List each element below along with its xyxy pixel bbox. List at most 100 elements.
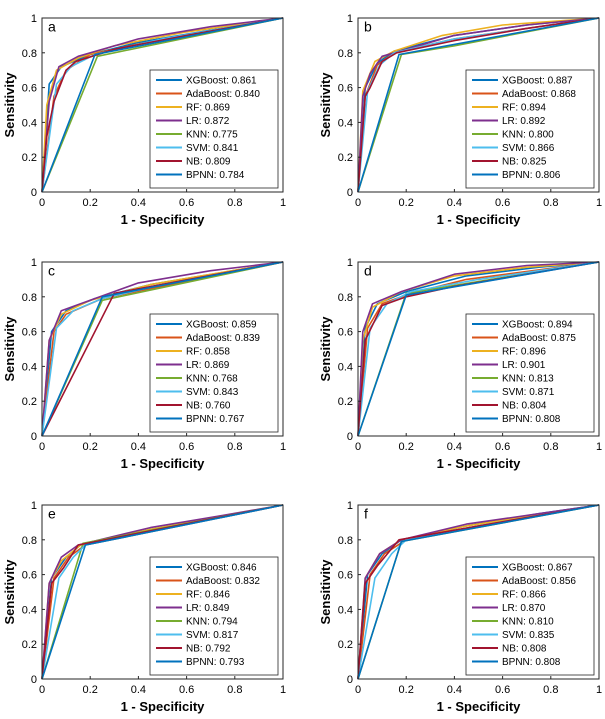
x-tick-label: 0.2 [83, 684, 98, 696]
y-tick-label: 0 [31, 674, 37, 686]
panel-letter: c [48, 262, 55, 278]
x-tick-label: 1 [280, 441, 286, 453]
roc-panel-e: e 0 0.2 0.4 0.6 0.8 1 0 0.2 0.4 0.6 0.8 1 1 - Specifi… [2, 500, 286, 714]
y-axis-label: Sensitivity [2, 316, 17, 382]
x-tick-label: 0 [355, 441, 361, 453]
roc-line-bpnn [41, 17, 284, 193]
roc-line-bpnn [41, 261, 284, 437]
legend-entry-knn: KNN: 0.775 [186, 130, 238, 141]
plot-frame [41, 261, 284, 437]
panel-letter: b [364, 18, 372, 34]
x-axis-label: 1 - Specificity [121, 699, 206, 714]
y-tick-label: 1 [31, 257, 37, 269]
x-tick-label: 0.6 [495, 441, 510, 453]
legend-entry-knn: KNN: 0.810 [502, 617, 554, 628]
y-tick-label: 0.6 [22, 327, 37, 339]
legend: XGBoost: 0.867 AdaBoost: 0.856 RF: 0.866 LR… [465, 556, 595, 676]
legend-entry-rf: RF: 0.894 [502, 103, 546, 114]
y-tick-label: 0.8 [338, 48, 353, 60]
roc-panel-d: d 0 0.2 0.4 0.6 0.8 1 0 0.2 0.4 0.6 0.8 1 1 - Specifi… [318, 257, 602, 471]
legend-entry-knn: KNN: 0.794 [186, 617, 238, 628]
y-tick-label: 0.2 [338, 396, 353, 408]
roc-panel-a: a 0 0.2 0.4 0.6 0.8 1 0 0.2 0.4 0.6 0.8 1 1 - Specifi… [2, 13, 286, 227]
y-tick-label: 0 [347, 674, 353, 686]
x-tick-label: 0.8 [227, 197, 242, 209]
plot-frame [357, 261, 600, 437]
legend-entry-knn: KNN: 0.768 [186, 374, 238, 385]
roc-line-lr [41, 261, 284, 437]
legend-entry-xgboost: XGBoost: 0.861 [186, 76, 257, 87]
x-tick-label: 0.4 [447, 441, 462, 453]
legend-box [149, 69, 279, 189]
legend-entry-bpnn: BPNN: 0.806 [502, 170, 561, 181]
roc-line-nb [41, 17, 284, 193]
legend-entry-knn: KNN: 0.800 [502, 130, 554, 141]
x-tick-label: 0.8 [543, 197, 558, 209]
legend-entry-rf: RF: 0.858 [186, 347, 230, 358]
legend-entry-adaboost: AdaBoost: 0.868 [502, 89, 576, 100]
legend-entry-lr: LR: 0.869 [186, 360, 230, 371]
legend-entry-lr: LR: 0.892 [502, 116, 546, 127]
y-tick-label: 0.8 [22, 535, 37, 547]
legend-entry-adaboost: AdaBoost: 0.875 [502, 333, 576, 344]
x-tick-label: 0.4 [131, 197, 146, 209]
y-tick-label: 0.6 [338, 570, 353, 582]
y-axis-label: Sensitivity [318, 316, 333, 382]
legend: XGBoost: 0.859 AdaBoost: 0.839 RF: 0.858 LR… [149, 313, 279, 433]
x-tick-label: 0.6 [179, 441, 194, 453]
roc-line-lr [357, 17, 600, 193]
plot-frame [41, 504, 284, 680]
legend-entry-xgboost: XGBoost: 0.887 [502, 76, 573, 87]
roc-line-bpnn [357, 504, 600, 680]
legend-entry-adaboost: AdaBoost: 0.856 [502, 576, 576, 587]
y-tick-label: 1 [31, 13, 37, 25]
y-tick-label: 0.2 [22, 639, 37, 651]
legend-entry-xgboost: XGBoost: 0.867 [502, 563, 573, 574]
x-tick-label: 0.4 [447, 197, 462, 209]
x-tick-label: 0.6 [495, 197, 510, 209]
legend-entry-nb: NB: 0.825 [502, 157, 547, 168]
legend-entry-rf: RF: 0.896 [502, 347, 546, 358]
plot-frame [41, 17, 284, 193]
legend-entry-nb: NB: 0.808 [502, 644, 547, 655]
legend: XGBoost: 0.846 AdaBoost: 0.832 RF: 0.846 LR… [149, 556, 279, 676]
roc-line-rf [357, 17, 600, 193]
panel-letter: f [364, 505, 368, 521]
roc-panel-c: c 0 0.2 0.4 0.6 0.8 1 0 0.2 0.4 0.6 0.8 1 1 - Specifi… [2, 257, 286, 471]
x-tick-label: 0.8 [543, 684, 558, 696]
y-tick-label: 0.4 [22, 604, 37, 616]
legend-entry-bpnn: BPNN: 0.784 [186, 170, 245, 181]
y-tick-label: 0.4 [22, 117, 37, 129]
x-tick-label: 0.6 [179, 197, 194, 209]
x-axis-label: 1 - Specificity [437, 212, 522, 227]
roc-line-nb [357, 17, 600, 193]
legend-entry-lr: LR: 0.872 [186, 116, 230, 127]
y-tick-label: 0 [31, 431, 37, 443]
roc-line-svm [357, 261, 600, 437]
y-tick-label: 1 [31, 500, 37, 512]
x-tick-label: 1 [596, 197, 602, 209]
y-tick-label: 0.6 [22, 570, 37, 582]
x-tick-label: 0 [355, 684, 361, 696]
plot-frame [357, 17, 600, 193]
y-tick-label: 1 [347, 500, 353, 512]
x-tick-label: 1 [280, 684, 286, 696]
legend-entry-nb: NB: 0.804 [502, 401, 547, 412]
y-tick-label: 0.2 [22, 396, 37, 408]
x-tick-label: 1 [280, 197, 286, 209]
x-tick-label: 0.6 [179, 684, 194, 696]
roc-panel-f: f 0 0.2 0.4 0.6 0.8 1 0 0.2 0.4 0.6 0.8 1 1 - Specifi… [318, 500, 602, 714]
y-axis-label: Sensitivity [2, 559, 17, 625]
legend-entry-knn: KNN: 0.813 [502, 374, 554, 385]
x-tick-label: 0.8 [227, 441, 242, 453]
y-tick-label: 0.8 [338, 292, 353, 304]
x-axis-label: 1 - Specificity [437, 456, 522, 471]
legend-entry-lr: LR: 0.870 [502, 603, 546, 614]
roc-panel-b: b 0 0.2 0.4 0.6 0.8 1 0 0.2 0.4 0.6 0.8 1 1 - Specifi… [318, 13, 602, 227]
legend-entry-svm: SVM: 0.835 [502, 630, 555, 641]
y-tick-label: 0.4 [338, 361, 353, 373]
legend-entry-bpnn: BPNN: 0.808 [502, 414, 561, 425]
y-tick-label: 0.2 [338, 152, 353, 164]
legend-box [149, 556, 279, 676]
